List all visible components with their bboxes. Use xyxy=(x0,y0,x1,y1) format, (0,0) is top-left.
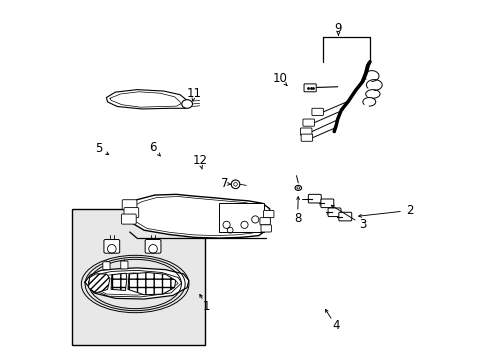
FancyBboxPatch shape xyxy=(102,262,110,270)
FancyBboxPatch shape xyxy=(338,212,351,221)
FancyBboxPatch shape xyxy=(121,214,136,224)
Polygon shape xyxy=(126,194,269,238)
FancyBboxPatch shape xyxy=(261,225,271,232)
Text: 7: 7 xyxy=(221,177,228,190)
FancyBboxPatch shape xyxy=(124,208,139,218)
Polygon shape xyxy=(111,273,126,291)
Ellipse shape xyxy=(182,100,192,108)
Text: 1: 1 xyxy=(203,300,210,313)
Polygon shape xyxy=(128,273,175,295)
FancyBboxPatch shape xyxy=(303,119,314,126)
Bar xyxy=(72,209,204,345)
FancyBboxPatch shape xyxy=(260,218,270,225)
FancyBboxPatch shape xyxy=(122,200,137,210)
FancyBboxPatch shape xyxy=(327,208,340,217)
FancyBboxPatch shape xyxy=(104,239,120,253)
FancyBboxPatch shape xyxy=(304,84,316,92)
Text: 11: 11 xyxy=(186,87,202,100)
FancyBboxPatch shape xyxy=(263,211,273,218)
FancyBboxPatch shape xyxy=(145,239,161,253)
Polygon shape xyxy=(106,90,188,109)
Text: 3: 3 xyxy=(358,218,366,231)
Text: 4: 4 xyxy=(331,319,339,332)
FancyBboxPatch shape xyxy=(311,108,323,116)
Polygon shape xyxy=(85,268,188,299)
Text: 6: 6 xyxy=(149,141,157,154)
Text: 2: 2 xyxy=(405,204,412,217)
FancyBboxPatch shape xyxy=(320,199,333,208)
Ellipse shape xyxy=(294,185,301,190)
Text: 12: 12 xyxy=(192,154,207,167)
Text: 10: 10 xyxy=(272,72,287,85)
Bar xyxy=(219,203,264,232)
FancyBboxPatch shape xyxy=(308,194,321,203)
Text: 9: 9 xyxy=(334,22,342,35)
Text: 8: 8 xyxy=(293,212,301,225)
FancyBboxPatch shape xyxy=(300,128,311,135)
Text: 5: 5 xyxy=(95,142,103,155)
FancyBboxPatch shape xyxy=(301,134,312,141)
Polygon shape xyxy=(88,274,110,293)
FancyBboxPatch shape xyxy=(121,261,128,269)
